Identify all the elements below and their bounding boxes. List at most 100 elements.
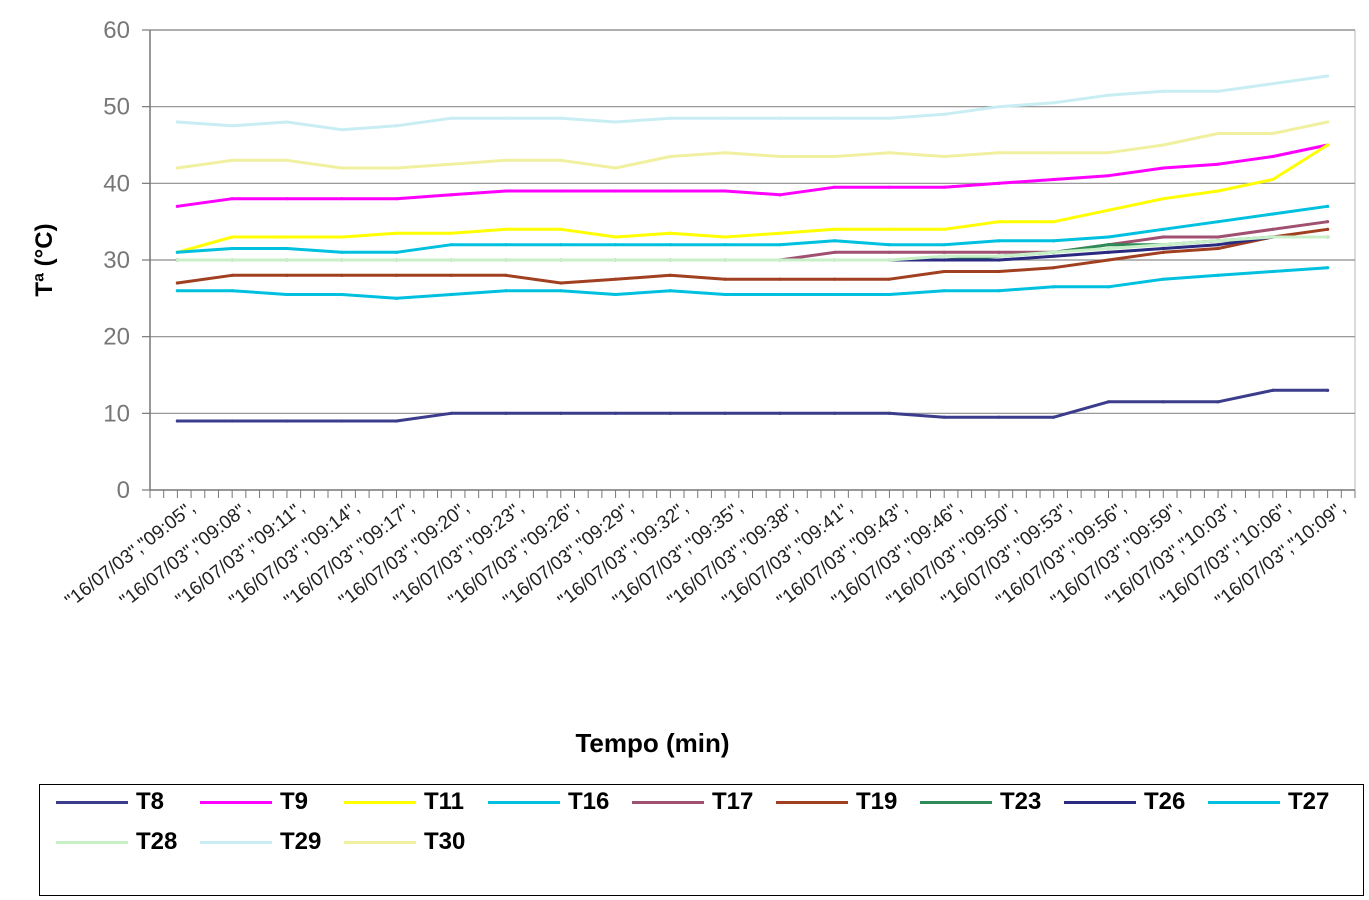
data-point-t11	[1161, 197, 1165, 201]
data-point-t27	[942, 289, 946, 293]
data-point-t27	[1161, 277, 1165, 281]
data-point-t30	[1216, 131, 1220, 136]
data-point-t29	[285, 120, 289, 124]
data-point-t30	[1271, 131, 1275, 136]
data-point-t16	[668, 243, 672, 247]
data-point-t29	[1052, 101, 1056, 105]
data-point-t11	[1216, 189, 1220, 193]
data-point-t30	[175, 166, 179, 170]
data-point-t11	[613, 235, 618, 239]
data-point-t8	[1271, 388, 1275, 392]
data-point-t28	[1052, 250, 1056, 254]
data-point-t29	[1271, 82, 1275, 86]
data-point-t27	[778, 292, 782, 297]
data-point-t16	[394, 250, 399, 254]
legend-label: T8	[136, 788, 165, 815]
data-point-t29	[230, 124, 234, 128]
data-point-t30	[997, 151, 1001, 155]
data-point-t26	[997, 258, 1001, 262]
data-point-t8	[285, 419, 289, 423]
data-point-t16	[1161, 227, 1165, 231]
data-point-t9	[723, 189, 727, 193]
data-point-t9	[559, 189, 563, 193]
data-point-t30	[887, 151, 892, 155]
data-point-t16	[1052, 239, 1056, 243]
data-point-t16	[230, 246, 234, 251]
data-point-t30	[942, 154, 946, 159]
data-point-t29	[1216, 89, 1220, 93]
data-point-t19	[285, 273, 289, 277]
data-point-t27	[449, 292, 453, 297]
series-line-t29	[175, 74, 1330, 132]
legend-label: T9	[280, 788, 309, 815]
data-point-t8	[778, 411, 782, 415]
data-point-t16	[613, 243, 618, 247]
data-point-t28	[887, 258, 892, 262]
legend-label: T11	[424, 788, 465, 815]
legend-item-t28: T28	[56, 827, 177, 857]
series-line-t19	[175, 227, 1330, 285]
data-point-t8	[613, 411, 618, 415]
data-point-t9	[1106, 174, 1111, 178]
data-point-t16	[1326, 204, 1330, 208]
data-point-t30	[1326, 120, 1330, 124]
data-point-t19	[449, 273, 453, 277]
data-point-t30	[394, 166, 399, 170]
data-point-t28	[394, 258, 399, 262]
data-point-t11	[285, 235, 289, 239]
legend-item-t17: T17	[632, 787, 753, 817]
data-point-t28	[942, 254, 946, 258]
series-line-t9	[175, 143, 1330, 208]
legend-item-t29: T29	[200, 827, 321, 857]
legend-item-t19: T19	[776, 787, 897, 817]
data-point-t28	[504, 258, 508, 262]
data-point-t28	[723, 258, 727, 262]
data-point-t19	[559, 281, 563, 285]
data-point-t11	[559, 227, 563, 231]
data-point-t19	[1326, 227, 1330, 231]
data-point-t11	[394, 231, 399, 235]
data-point-t29	[559, 116, 563, 120]
data-point-t11	[504, 227, 508, 231]
data-point-t27	[887, 292, 892, 297]
data-point-t16	[942, 243, 946, 247]
data-point-t28	[1106, 246, 1111, 251]
data-point-t17	[887, 250, 892, 254]
data-point-t19	[230, 273, 234, 277]
legend-swatch	[1064, 800, 1136, 804]
data-point-t16	[997, 239, 1001, 243]
data-point-t9	[668, 189, 672, 193]
data-point-t8	[449, 411, 453, 415]
series-line-t16	[175, 204, 1330, 254]
data-point-t19	[1052, 266, 1056, 270]
series-line-t30	[175, 120, 1330, 170]
data-point-t9	[997, 181, 1001, 185]
data-point-t9	[833, 185, 837, 189]
data-point-t11	[997, 220, 1001, 224]
data-point-t27	[833, 292, 837, 297]
data-point-t30	[1106, 151, 1111, 155]
legend-label: T28	[136, 828, 178, 855]
data-point-t19	[613, 277, 618, 281]
data-point-t19	[1161, 250, 1165, 254]
legend-item-t8: T8	[56, 787, 164, 817]
data-point-t27	[668, 289, 672, 293]
data-point-t26	[942, 258, 946, 262]
data-point-t28	[230, 258, 234, 262]
data-point-t28	[1326, 235, 1330, 239]
series-line-t28	[175, 235, 1330, 262]
data-point-t9	[1271, 154, 1275, 159]
legend-item-t23: T23	[920, 787, 1041, 817]
data-point-t30	[230, 158, 234, 162]
data-point-t27	[1106, 285, 1111, 289]
y-axis-title: Tª (°C)	[31, 223, 58, 296]
legend: T8 T9 T11 T16 T17 T19 T23 T26 T27 T28 T29 T30	[39, 784, 1364, 896]
legend-label: T17	[712, 788, 754, 815]
data-point-t16	[778, 243, 782, 247]
legend-swatch	[56, 800, 128, 804]
series-line-t8	[175, 388, 1330, 423]
data-point-t26	[1161, 246, 1165, 251]
data-point-t29	[723, 116, 727, 120]
data-point-t9	[613, 189, 618, 193]
legend-item-t27: T27	[1208, 787, 1329, 817]
